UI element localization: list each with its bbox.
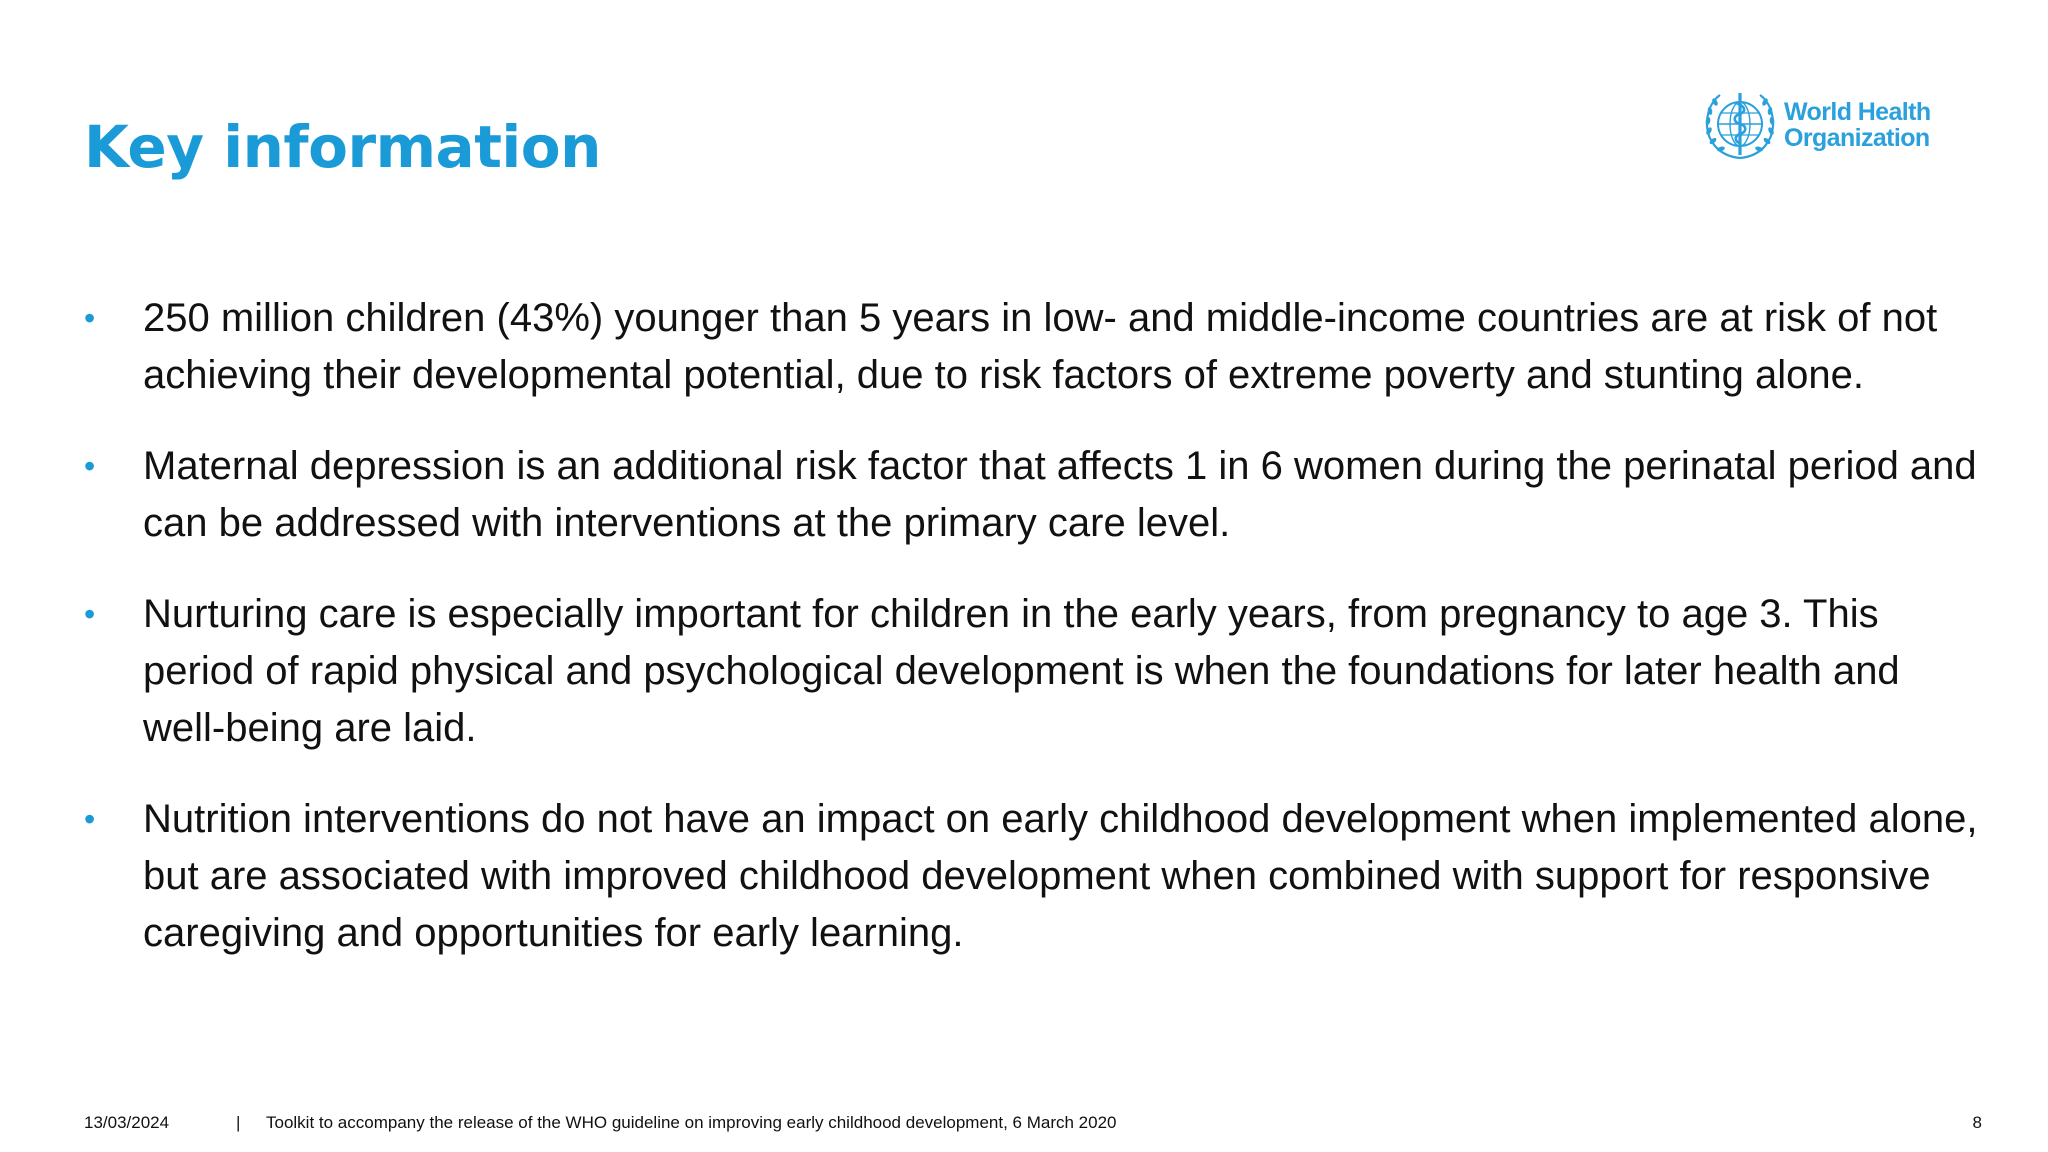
who-logo-line2: Organization	[1784, 124, 1930, 152]
footer-text: Toolkit to accompany the release of the …	[266, 1113, 1117, 1132]
bullet-marker: •	[84, 448, 96, 484]
bullet-marker: •	[84, 801, 96, 837]
bullet-item: • Maternal depression is an additional r…	[84, 438, 1984, 552]
who-logo-text: World Health Organization	[1784, 99, 1931, 151]
footer-separator: |	[236, 1113, 241, 1132]
bullet-item: • Nurturing care is especially important…	[84, 586, 1984, 757]
who-logo-line1: World Health	[1784, 98, 1931, 126]
who-emblem-icon	[1705, 93, 1775, 160]
bullet-text: Maternal depression is an additional ris…	[143, 444, 1977, 545]
bullet-text: Nurturing care is especially important f…	[143, 592, 1900, 750]
bullet-marker: •	[84, 300, 96, 336]
bullet-list: • 250 million children (43%) younger tha…	[84, 290, 1984, 996]
slide-footer: 13/03/2024 | Toolkit to accompany the re…	[0, 1108, 2048, 1138]
page-number: 8	[1972, 1113, 1982, 1132]
bullet-text: Nutrition interventions do not have an i…	[143, 797, 1978, 955]
slide-title: Key information	[84, 113, 601, 181]
footer-date: 13/03/2024	[84, 1113, 170, 1132]
bullet-marker: •	[84, 596, 96, 632]
bullet-text: 250 million children (43%) younger than …	[143, 296, 1938, 397]
bullet-item: • 250 million children (43%) younger tha…	[84, 290, 1984, 404]
who-logo: World Health Organization	[1700, 84, 1940, 166]
bullet-item: • Nutrition interventions do not have an…	[84, 791, 1984, 962]
